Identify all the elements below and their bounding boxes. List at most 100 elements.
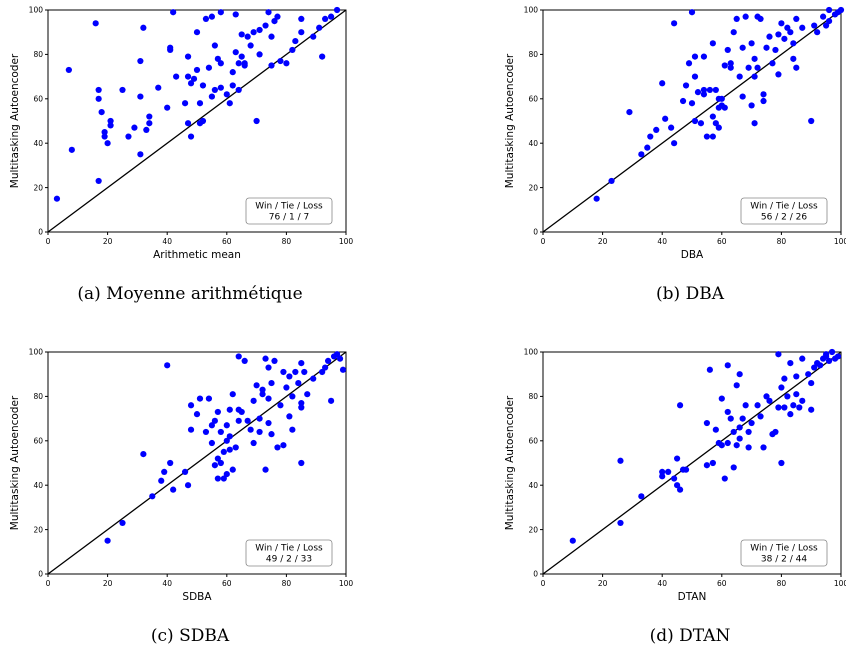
data-point (92, 20, 99, 27)
data-point (721, 62, 728, 69)
data-point (53, 195, 61, 202)
data-point (292, 368, 299, 376)
data-point (298, 29, 305, 36)
data-point (268, 62, 275, 69)
data-point (727, 60, 734, 67)
data-point (187, 426, 195, 433)
data-point (793, 373, 800, 380)
data-point (769, 60, 776, 67)
data-point (223, 471, 230, 478)
y-tick-label: 40 (33, 481, 43, 490)
data-point (229, 82, 236, 89)
data-point (229, 466, 236, 473)
x-tick-label: 100 (834, 579, 846, 588)
data-point (647, 133, 654, 140)
y-tick-label: 80 (528, 50, 538, 59)
data-point (778, 384, 785, 391)
data-point (748, 102, 755, 109)
data-point (569, 537, 576, 544)
data-point (772, 46, 779, 54)
data-point (736, 435, 743, 442)
x-tick-label: 40 (657, 237, 667, 246)
legend-value: 56 / 2 / 26 (761, 213, 807, 223)
data-point (691, 53, 699, 60)
data-point (808, 379, 815, 387)
data-point (799, 397, 806, 404)
data-point (184, 120, 192, 127)
legend-value: 76 / 1 / 7 (269, 213, 309, 223)
data-point (244, 33, 251, 40)
data-point (107, 117, 114, 125)
data-point (265, 419, 272, 427)
data-point (718, 95, 725, 102)
data-point (736, 371, 743, 378)
data-point (745, 444, 752, 451)
data-point (199, 117, 207, 125)
data-point (214, 455, 221, 462)
x-axis-label: Arithmetic mean (153, 249, 241, 261)
data-point (247, 426, 254, 433)
data-point (223, 422, 230, 429)
y-tick-label: 20 (33, 525, 43, 534)
data-point (700, 91, 708, 98)
data-point (808, 117, 815, 125)
data-point (211, 462, 218, 469)
data-point (626, 109, 633, 116)
data-point (187, 402, 195, 409)
data-point (137, 151, 144, 158)
data-point (149, 493, 156, 500)
data-point (277, 57, 284, 65)
data-point (193, 66, 201, 74)
data-point (703, 133, 711, 140)
data-point (235, 417, 242, 424)
data-point (101, 129, 108, 136)
data-point (784, 24, 791, 31)
data-point (751, 73, 758, 80)
data-point (706, 366, 713, 373)
data-point (223, 437, 230, 444)
data-point (304, 391, 311, 398)
data-point (65, 66, 72, 74)
data-point (256, 428, 263, 436)
data-point (214, 408, 221, 416)
data-point (184, 73, 192, 80)
data-point (247, 42, 254, 49)
x-tick-label: 100 (339, 237, 354, 246)
data-point (298, 15, 305, 22)
x-tick-label: 100 (834, 237, 846, 246)
data-point (271, 357, 278, 364)
data-point (223, 91, 230, 98)
data-point (671, 475, 678, 482)
data-point (184, 482, 192, 489)
data-point (665, 468, 672, 475)
axes-frame (47, 9, 347, 233)
caption-c: (c) SDBA (150, 626, 230, 646)
data-point (181, 468, 189, 475)
data-point (184, 53, 192, 60)
data-point (220, 475, 227, 482)
data-point (805, 371, 812, 378)
legend-title: Win / Tie / Loss (255, 544, 323, 554)
y-tick-label: 80 (528, 392, 538, 401)
data-point (119, 519, 126, 527)
data-point (211, 42, 218, 49)
data-point (274, 444, 281, 451)
data-point (95, 86, 102, 94)
data-point (187, 133, 195, 140)
data-point (217, 84, 224, 91)
data-point (724, 362, 731, 369)
data-point (748, 40, 755, 47)
data-point (784, 393, 791, 400)
data-point (256, 51, 263, 58)
data-point (775, 351, 782, 358)
data-point (325, 357, 332, 364)
x-tick-label: 40 (162, 237, 172, 246)
scatter-panel-a: 0 20 40 60 80 100 0 20 40 60 80 100 Arithmetic mean M… (9, 6, 353, 261)
data-point (733, 382, 740, 389)
data-point (742, 402, 749, 409)
data-point (241, 357, 248, 364)
data-point (220, 448, 227, 455)
y-tick-label: 0 (533, 570, 538, 579)
data-point (214, 55, 221, 62)
data-point (232, 11, 239, 18)
